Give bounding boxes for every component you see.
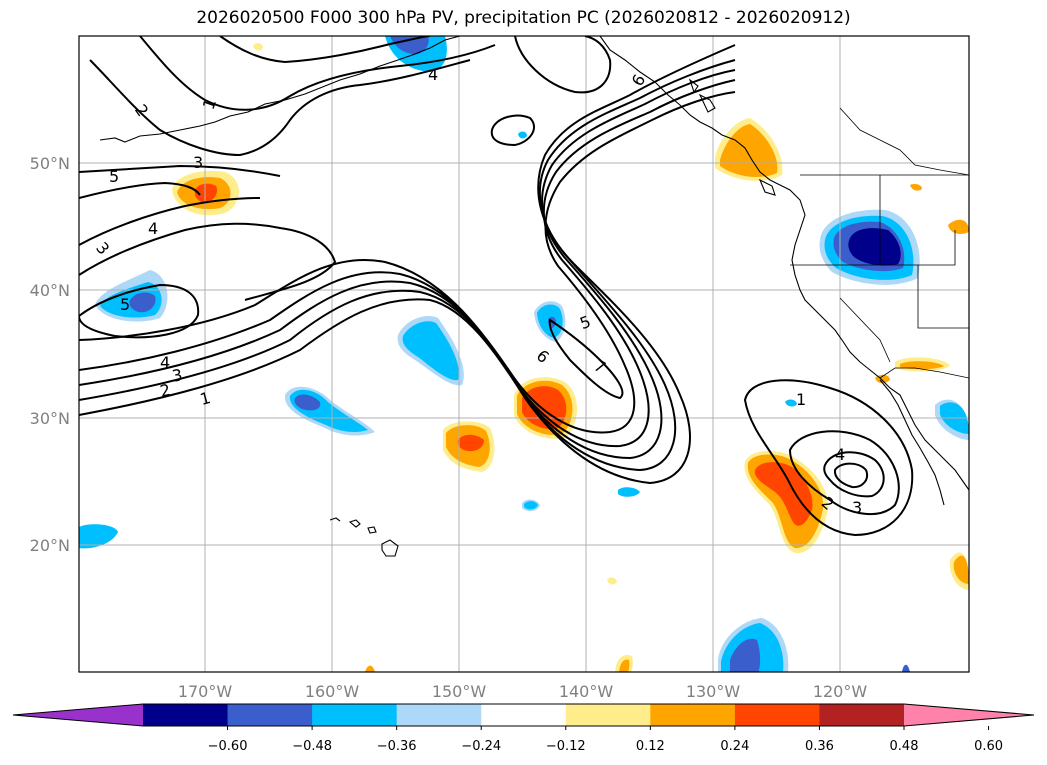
colorbar-tick-label: 0.48 xyxy=(890,739,919,754)
plot-area xyxy=(79,36,969,672)
colorbar-tick-label: 0.60 xyxy=(974,739,1003,754)
colorbar-tick-label: 0.12 xyxy=(636,739,665,754)
precipitation-shading xyxy=(79,36,969,672)
colorbar-swatch xyxy=(819,704,905,726)
lon-label-170w: 170°W xyxy=(178,682,233,701)
colorbar-tick-label: −0.60 xyxy=(208,739,248,754)
political-borders xyxy=(790,107,969,379)
colorbar-swatch xyxy=(312,704,398,726)
contour-label-1c: 1 xyxy=(796,390,806,409)
contour-label-1a: 1 xyxy=(198,388,213,409)
colorbar-swatch xyxy=(565,704,651,726)
colorbar-swatch xyxy=(396,704,482,726)
colorbar-tick-label: −0.48 xyxy=(292,739,332,754)
colorbar-tick-label: −0.24 xyxy=(461,739,501,754)
contour-label-2a: 2 xyxy=(158,380,172,401)
lon-label-150w: 150°W xyxy=(432,682,487,701)
latitude-labels: 50°N 40°N 30°N 20°N xyxy=(30,154,70,555)
graticule xyxy=(79,36,969,672)
contour-label-4a: 4 xyxy=(160,353,170,372)
colorbar-tick-label: 0.24 xyxy=(720,739,749,754)
contour-label-3a: 3 xyxy=(171,365,184,385)
colorbar-swatch xyxy=(143,704,229,726)
lat-label-50n: 50°N xyxy=(30,154,70,173)
lon-label-130w: 130°W xyxy=(686,682,741,701)
contour-label-4b: 4 xyxy=(148,219,158,238)
contour-label-5b: 5 xyxy=(109,167,119,186)
colorbar-swatch xyxy=(227,704,313,726)
contour-label-5a: 5 xyxy=(120,295,130,314)
contour-label-3c: 3 xyxy=(193,153,203,172)
colorbar-extend-low xyxy=(13,704,143,726)
colorbar-swatch xyxy=(481,704,567,726)
lon-label-140w: 140°W xyxy=(559,682,614,701)
longitude-labels: 170°W 160°W 150°W 140°W 130°W 120°W xyxy=(178,682,868,701)
contour-label-3d: 3 xyxy=(852,498,862,517)
map-title: 2026020500 F000 300 hPa PV, precipitatio… xyxy=(196,8,851,28)
colorbar-outline xyxy=(12,703,1035,727)
lat-label-20n: 20°N xyxy=(30,536,70,555)
coastlines xyxy=(99,36,969,557)
lat-label-40n: 40°N xyxy=(30,281,70,300)
colorbar-tick-label: −0.36 xyxy=(377,739,417,754)
lon-label-120w: 120°W xyxy=(813,682,868,701)
lon-label-160w: 160°W xyxy=(305,682,360,701)
colorbar-tick-label: −0.12 xyxy=(546,739,586,754)
contour-label-4c: 4 xyxy=(428,65,438,84)
colorbar-swatch xyxy=(734,704,820,726)
lat-label-30n: 30°N xyxy=(30,409,70,428)
plot-frame xyxy=(78,35,970,673)
pv-contours xyxy=(79,36,914,537)
contour-label-4d: 4 xyxy=(835,445,845,464)
colorbar: −0.60 −0.48 −0.36 −0.24 −0.12 0.12 0.24 0.36 0.4… xyxy=(12,703,1035,754)
colorbar-extend-high xyxy=(904,704,1034,726)
colorbar-swatch xyxy=(650,704,736,726)
colorbar-tick-label: 0.36 xyxy=(805,739,834,754)
